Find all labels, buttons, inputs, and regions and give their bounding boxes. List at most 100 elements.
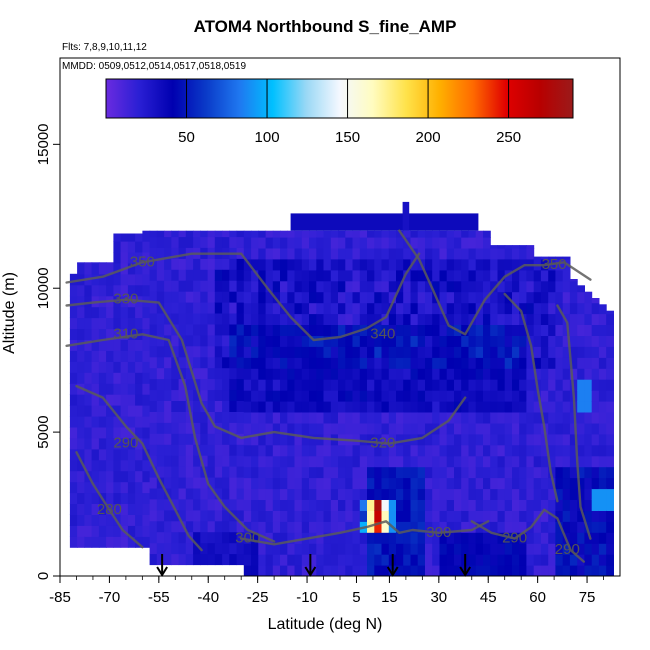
heatmap-cell [569, 346, 578, 358]
heatmap-cell [193, 258, 201, 270]
heatmap-cell [200, 269, 209, 281]
heatmap-cell [193, 378, 201, 391]
heatmap-cell [483, 543, 491, 555]
heatmap-cell [345, 313, 354, 325]
heatmap-cell [323, 346, 332, 358]
heatmap-cell [222, 334, 230, 347]
heatmap-cell [316, 422, 325, 435]
heatmap-cell [156, 487, 165, 500]
heatmap-cell [388, 237, 397, 249]
heatmap-cell [164, 542, 172, 555]
heatmap-cell [381, 280, 390, 293]
heatmap-cell [591, 521, 600, 533]
heatmap-cell [591, 565, 600, 576]
heatmap-cell [577, 466, 585, 479]
heatmap-cell [345, 258, 354, 271]
heatmap-cell [526, 313, 535, 325]
heatmap-cell [294, 532, 303, 544]
heatmap-cell [512, 412, 520, 424]
heatmap-cell [475, 237, 484, 249]
heatmap-cell [367, 302, 375, 315]
heatmap-cell [243, 565, 252, 576]
heatmap-cell [106, 437, 114, 450]
heatmap-cell [577, 302, 585, 315]
heatmap-cell [396, 466, 404, 479]
heatmap-cell [352, 291, 361, 304]
heatmap-cell [425, 455, 433, 468]
heatmap-cell [562, 543, 571, 555]
heatmap-cell [69, 470, 78, 483]
heatmap-cell [483, 510, 491, 522]
heatmap-cell [113, 328, 122, 340]
heatmap-cell [403, 247, 411, 260]
heatmap-cell [84, 448, 93, 461]
heatmap-cell [526, 510, 535, 522]
heatmap-cell [98, 416, 107, 428]
heatmap-cell [171, 498, 180, 511]
heatmap-cell [461, 401, 469, 413]
heatmap-cell [381, 422, 390, 435]
heatmap-cell [156, 531, 165, 544]
heatmap-cell [577, 346, 585, 358]
heatmap-cell [178, 291, 187, 303]
heatmap-cell [569, 510, 578, 522]
heatmap-cell [497, 554, 506, 566]
heatmap-cell [127, 317, 136, 330]
heatmap-cell [323, 230, 332, 238]
heatmap-cell [142, 503, 151, 515]
heatmap-cell [178, 531, 187, 544]
heatmap-cell [584, 565, 593, 576]
heatmap-cell [548, 357, 556, 369]
heatmap-cell [591, 379, 600, 391]
heatmap-cell [352, 390, 361, 402]
heatmap-cell [200, 313, 209, 325]
heatmap-cell [156, 509, 165, 522]
heatmap-cell [222, 356, 230, 369]
heatmap-cell [483, 379, 491, 391]
heatmap-cell [106, 262, 114, 275]
heatmap-cell [591, 477, 600, 490]
heatmap-cell [251, 477, 259, 490]
heatmap-cell [345, 488, 354, 500]
heatmap-cell [84, 394, 93, 406]
heatmap-cell [171, 302, 180, 314]
heatmap-cell [214, 378, 223, 391]
heatmap-cell [374, 532, 383, 544]
heatmap-cell [490, 565, 498, 576]
heatmap-cell [410, 237, 419, 249]
heatmap-cell [214, 345, 223, 358]
heatmap-cell [519, 280, 527, 293]
heatmap-cell [127, 372, 136, 384]
heatmap-cell [149, 444, 158, 456]
heatmap-cell [454, 455, 462, 468]
heatmap-cell [584, 554, 593, 566]
heatmap-cell [598, 313, 607, 325]
heatmap-cell [591, 543, 600, 555]
heatmap-cell [207, 230, 216, 238]
heatmap-cell [598, 357, 607, 369]
heatmap-cell [207, 553, 216, 566]
heatmap-cell [222, 302, 230, 314]
heatmap-cell [388, 477, 397, 490]
heatmap-cell [323, 280, 332, 293]
heatmap-cell [526, 499, 535, 511]
heatmap-cell [483, 499, 491, 511]
heatmap-cell [468, 422, 477, 435]
heatmap-cell [533, 390, 542, 402]
heatmap-cell [526, 412, 535, 424]
heatmap-cell [352, 532, 361, 544]
heatmap-cell [91, 514, 100, 526]
heatmap-cell [91, 448, 100, 461]
heatmap-cell [185, 433, 194, 445]
heatmap-cell [316, 269, 325, 282]
heatmap-cell [381, 368, 390, 380]
heatmap-cell [84, 492, 93, 504]
heatmap-cell [540, 324, 549, 336]
heatmap-cell [562, 291, 571, 304]
heatmap-cell [265, 455, 274, 468]
heatmap-cell [149, 553, 158, 566]
heatmap-cell [127, 481, 136, 494]
heatmap-cell [323, 291, 332, 304]
heatmap-cell [84, 372, 93, 384]
